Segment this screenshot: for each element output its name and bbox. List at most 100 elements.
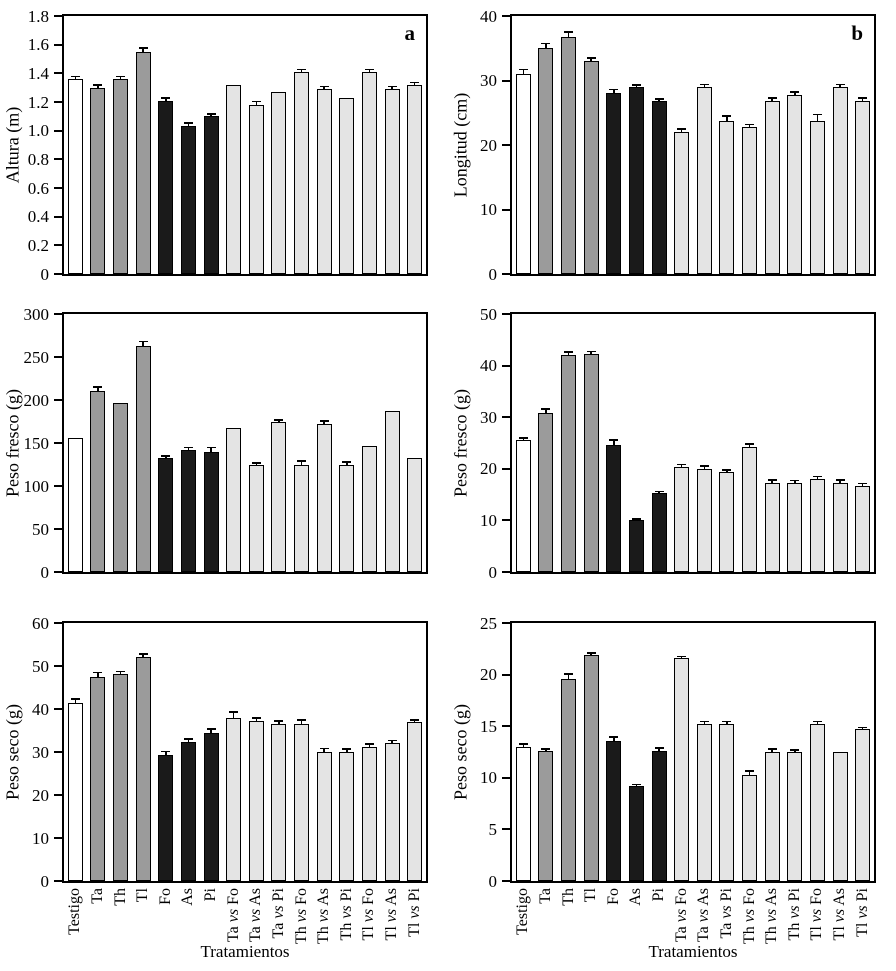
error-bar xyxy=(413,83,416,85)
x-tick-label: Ta vs Pi xyxy=(269,888,287,939)
error-bar xyxy=(748,125,751,127)
x-tick-label: Th xyxy=(111,888,129,906)
error-bar xyxy=(346,462,348,466)
error-bar xyxy=(187,448,190,450)
error-bar-cap xyxy=(161,455,171,457)
error-bar xyxy=(255,102,258,105)
error-bar xyxy=(368,744,371,747)
bar-ta-vs-fo xyxy=(674,658,690,881)
y-tick-label: 20 xyxy=(480,135,497,155)
y-tick-label: 1.6 xyxy=(27,35,49,55)
error-bar xyxy=(142,654,144,657)
bar-ta-vs-fo xyxy=(674,467,690,572)
bar-ta-vs-as xyxy=(248,465,264,572)
error-bar xyxy=(680,657,683,659)
bar-ta-vs-as xyxy=(248,721,264,881)
y-tick xyxy=(502,828,510,831)
y-tick-label: 20 xyxy=(480,665,497,685)
y-tick-label: 250 xyxy=(23,347,50,367)
error-bar-cap xyxy=(319,747,329,750)
bar-th-vs-pi xyxy=(339,465,355,572)
error-bar-cap xyxy=(161,97,171,99)
error-bar xyxy=(165,98,167,101)
y-tick xyxy=(502,880,510,882)
x-tick-label: Ta vs Fo xyxy=(672,888,690,942)
bar-th-vs-fo xyxy=(294,464,310,572)
bar-th-vs-as xyxy=(764,483,780,572)
x-tick-label: Fo xyxy=(604,888,622,905)
error-bar xyxy=(165,752,167,755)
x-tick-label: Ta vs Pi xyxy=(717,888,735,939)
vs-italic: vs xyxy=(224,908,242,923)
y-tick xyxy=(502,725,510,728)
y-tick-label: 30 xyxy=(480,407,497,427)
error-bar-cap xyxy=(812,720,822,723)
x-tick-label: Testigo xyxy=(66,888,84,935)
error-bar-cap xyxy=(631,783,641,786)
x-tick-label: Tl vs Fo xyxy=(360,888,378,941)
error-bar-cap xyxy=(93,671,103,674)
y-tick xyxy=(502,364,510,367)
bar-as xyxy=(628,786,644,881)
error-bar-cap xyxy=(541,748,551,750)
error-bar-cap xyxy=(206,728,216,730)
x-tick-label: Tl vs Fo xyxy=(808,888,826,941)
error-bar-cap xyxy=(767,97,777,99)
error-bar-cap xyxy=(677,655,687,658)
bar-ta xyxy=(538,48,554,274)
bar-pi xyxy=(203,733,219,881)
x-tick-label: Ta vs Fo xyxy=(224,888,242,942)
error-bar xyxy=(210,729,212,734)
bar-ta-vs-fo xyxy=(674,132,690,274)
bar-tl xyxy=(583,354,599,572)
bar-tl-vs-as xyxy=(384,742,400,881)
error-bar-cap xyxy=(297,719,307,721)
error-bar-cap xyxy=(745,770,755,772)
y-tick-label: 40 xyxy=(480,6,497,26)
y-tick xyxy=(502,79,510,82)
error-bar xyxy=(119,672,122,674)
error-bar-cap xyxy=(564,673,574,675)
error-bar xyxy=(522,70,525,75)
error-bar-cap xyxy=(790,479,800,482)
y-tick-label: 10 xyxy=(480,200,497,219)
x-tick-label: Th vs Fo xyxy=(292,888,310,945)
error-bar-cap xyxy=(518,68,528,71)
y-tick xyxy=(54,215,62,218)
y-tick xyxy=(502,571,510,573)
y-tick xyxy=(54,158,62,161)
x-tick-label: Tl vs Pi xyxy=(853,888,871,937)
error-bar-cap xyxy=(835,83,845,86)
y-tick xyxy=(502,273,510,275)
y-tick-label: 0.8 xyxy=(27,149,49,169)
bar-tl-vs-as xyxy=(384,89,400,274)
vs-italic: vs xyxy=(785,905,803,919)
error-bar xyxy=(368,70,371,72)
y-tick-label: 50 xyxy=(480,304,497,324)
error-bar-cap xyxy=(745,123,755,126)
y-tick xyxy=(54,399,62,401)
y-tick-label: 5 xyxy=(488,819,498,839)
chart-panel-peso-seco-right: Peso seco (g) 0 5 10 15 20 25 Testigo Ta Th Tl Fo As… xyxy=(448,590,896,971)
y-tick-label: 0 xyxy=(40,562,50,582)
error-bar xyxy=(346,749,348,752)
error-bar xyxy=(748,771,751,775)
bar-ta-vs-pi xyxy=(271,91,287,274)
bar-fo xyxy=(606,740,622,881)
y-axis-label: Peso fresco (g) xyxy=(450,389,471,497)
bar-tl xyxy=(583,61,599,274)
bar-tl-vs-pi xyxy=(855,101,871,274)
y-tick-label: 1.8 xyxy=(27,6,49,26)
y-tick-label: 60 xyxy=(32,613,49,633)
error-bar xyxy=(635,785,638,787)
error-bar-cap xyxy=(609,736,619,738)
bar-fo xyxy=(158,458,174,572)
x-tick-label: Pi xyxy=(650,888,668,902)
error-bar xyxy=(74,699,77,703)
bar-th-vs-as xyxy=(316,89,332,274)
bar-ta-vs-pi xyxy=(719,120,735,274)
chart-panel-peso-fresco-left: Peso fresco (g) 0 50 100 150 200 250 300 xyxy=(0,295,448,590)
error-bar xyxy=(210,448,212,452)
y-tick xyxy=(54,794,62,796)
error-bar xyxy=(255,718,258,722)
